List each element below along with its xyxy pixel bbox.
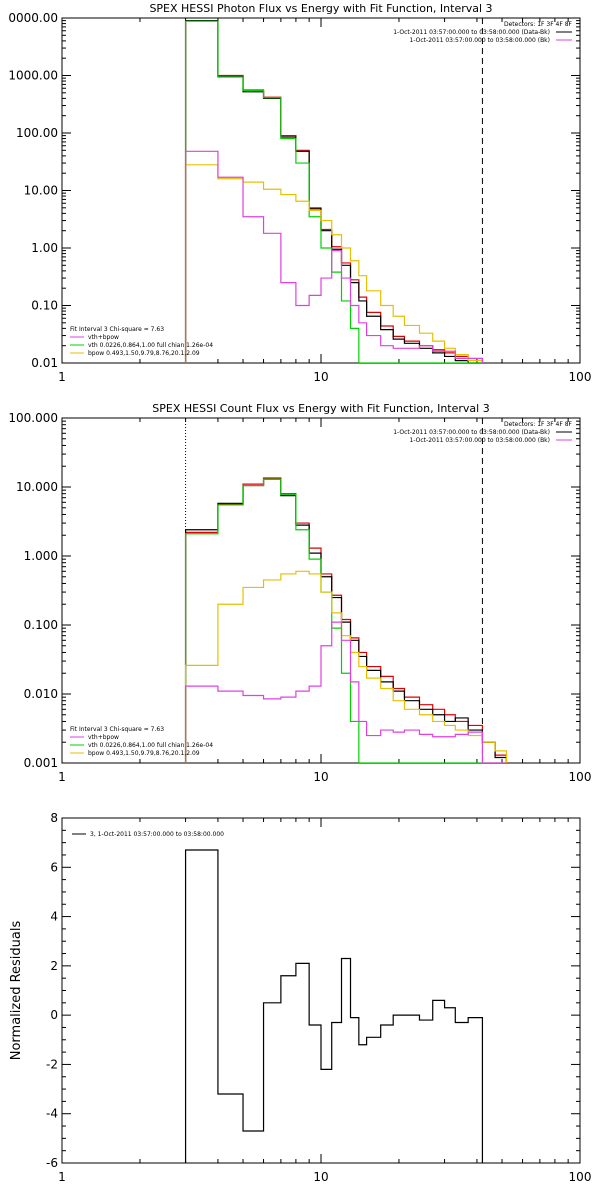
- y-tick-label: 2: [50, 959, 58, 973]
- chart-panel-2: SPEX HESSI Count Flux vs Energy with Fit…: [8, 402, 591, 784]
- legend-interval: 3, 1-Oct-2011 03:57:00.000 to 03:58:00.0…: [90, 831, 224, 838]
- series-group: [184, 849, 484, 1163]
- series-data-histogram: [184, 849, 484, 1163]
- series-group: [184, 477, 508, 763]
- y-tick-label: 1000.00: [8, 69, 58, 83]
- chart-title: SPEX HESSI Photon Flux vs Energy with Fi…: [149, 2, 492, 15]
- legend-component: vth+bpow: [88, 734, 119, 741]
- x-tick-label: 1: [58, 370, 66, 384]
- y-tick-label: 100.000: [8, 411, 58, 425]
- y-tick-label: -6: [46, 1156, 58, 1170]
- plot-frame: [61, 817, 581, 1164]
- y-tick-label: 100.00: [16, 126, 58, 140]
- chart-panel-1: SPEX HESSI Photon Flux vs Energy with Fi…: [8, 2, 591, 384]
- series-data-histogram: [184, 20, 483, 363]
- chart-title: SPEX HESSI Count Flux vs Energy with Fit…: [152, 402, 489, 415]
- legend-bk: 1-Oct-2011 03:57:00.000 to 03:58:00.000 …: [410, 437, 551, 444]
- legend-component: vth+bpow: [88, 334, 119, 341]
- y-tick-label: 8: [50, 811, 58, 825]
- y-tick-label: 4: [50, 910, 58, 924]
- series-data-histogram: [184, 478, 508, 763]
- series-bpow-histogram: [184, 570, 508, 763]
- legend-detectors: Detectors: 1F 3F 4F 8F: [504, 21, 573, 28]
- legend-component: vth 0.0226,0.864,1.00 full chian 1.26e-0…: [88, 742, 213, 749]
- legend-component: bpow 0.493,1.50,9.79,8.76,20.1,2.09: [88, 350, 200, 357]
- x-tick-label: 10: [313, 770, 328, 784]
- x-tick-label: 100: [569, 370, 592, 384]
- plot-frame: [61, 17, 581, 364]
- series-vthbpow-histogram: [184, 621, 507, 763]
- legend-data-bk: 1-Oct-2011 03:57:00.000 to 03:58:00.000 …: [393, 429, 550, 436]
- legend-fit-interval: Fit Interval 3 Chi-square = 7.63: [70, 326, 164, 333]
- x-tick-label: 10: [313, 1170, 328, 1184]
- y-tick-label: 0.100: [24, 618, 58, 632]
- y-tick-label: 0.001: [24, 756, 58, 770]
- y-tick-label: 0.10: [31, 299, 58, 313]
- series-vth-histogram: [184, 20, 483, 363]
- series-total-histogram: [184, 477, 508, 763]
- y-tick-label: 0.010: [24, 687, 58, 701]
- y-tick-label: 1.00: [31, 241, 58, 255]
- y-tick-label: -4: [46, 1107, 58, 1121]
- y-tick-label: -2: [46, 1057, 58, 1071]
- legend-detectors: Detectors: 1F 3F 4F 8F: [504, 421, 573, 428]
- series-bpow-histogram: [184, 164, 484, 363]
- legend-data-bk: 1-Oct-2011 03:57:00.000 to 03:58:00.000 …: [393, 29, 550, 36]
- y-tick-label: 0000.00: [8, 11, 58, 25]
- y-tick-label: 10.000: [16, 480, 58, 494]
- y-tick-label: 0.01: [31, 356, 58, 370]
- legend-fit-interval: Fit Interval 3 Chi-square = 7.63: [70, 726, 164, 733]
- x-tick-label: 1: [58, 770, 66, 784]
- series-vth-histogram: [184, 478, 507, 763]
- y-axis-label: Normalized Residuals: [9, 921, 24, 1061]
- y-tick-label: 6: [50, 860, 58, 874]
- x-tick-label: 100: [569, 1170, 592, 1184]
- chart-panel-3: Normalized Residuals 1 10 100 8 6 4 2 0 -2 -4 -6 3, …: [9, 811, 591, 1184]
- x-tick-label: 100: [569, 770, 592, 784]
- y-tick-label: 10.00: [24, 184, 58, 198]
- y-tick-label: 1.000: [24, 549, 58, 563]
- y-tick-label: 0: [50, 1008, 58, 1022]
- legend-component: vth 0.0226,0.864,1.00 full chian 1.26e-0…: [88, 342, 213, 349]
- legend-component: bpow 0.493,1.50,9.79,8.76,20.1,2.09: [88, 750, 200, 757]
- x-tick-label: 10: [313, 370, 328, 384]
- legend-bk: 1-Oct-2011 03:57:00.000 to 03:58:00.000 …: [410, 37, 551, 44]
- series-vthbpow-histogram: [184, 150, 484, 363]
- series-total-histogram: [184, 20, 484, 363]
- x-tick-label: 1: [58, 1170, 66, 1184]
- series-group: [184, 20, 484, 363]
